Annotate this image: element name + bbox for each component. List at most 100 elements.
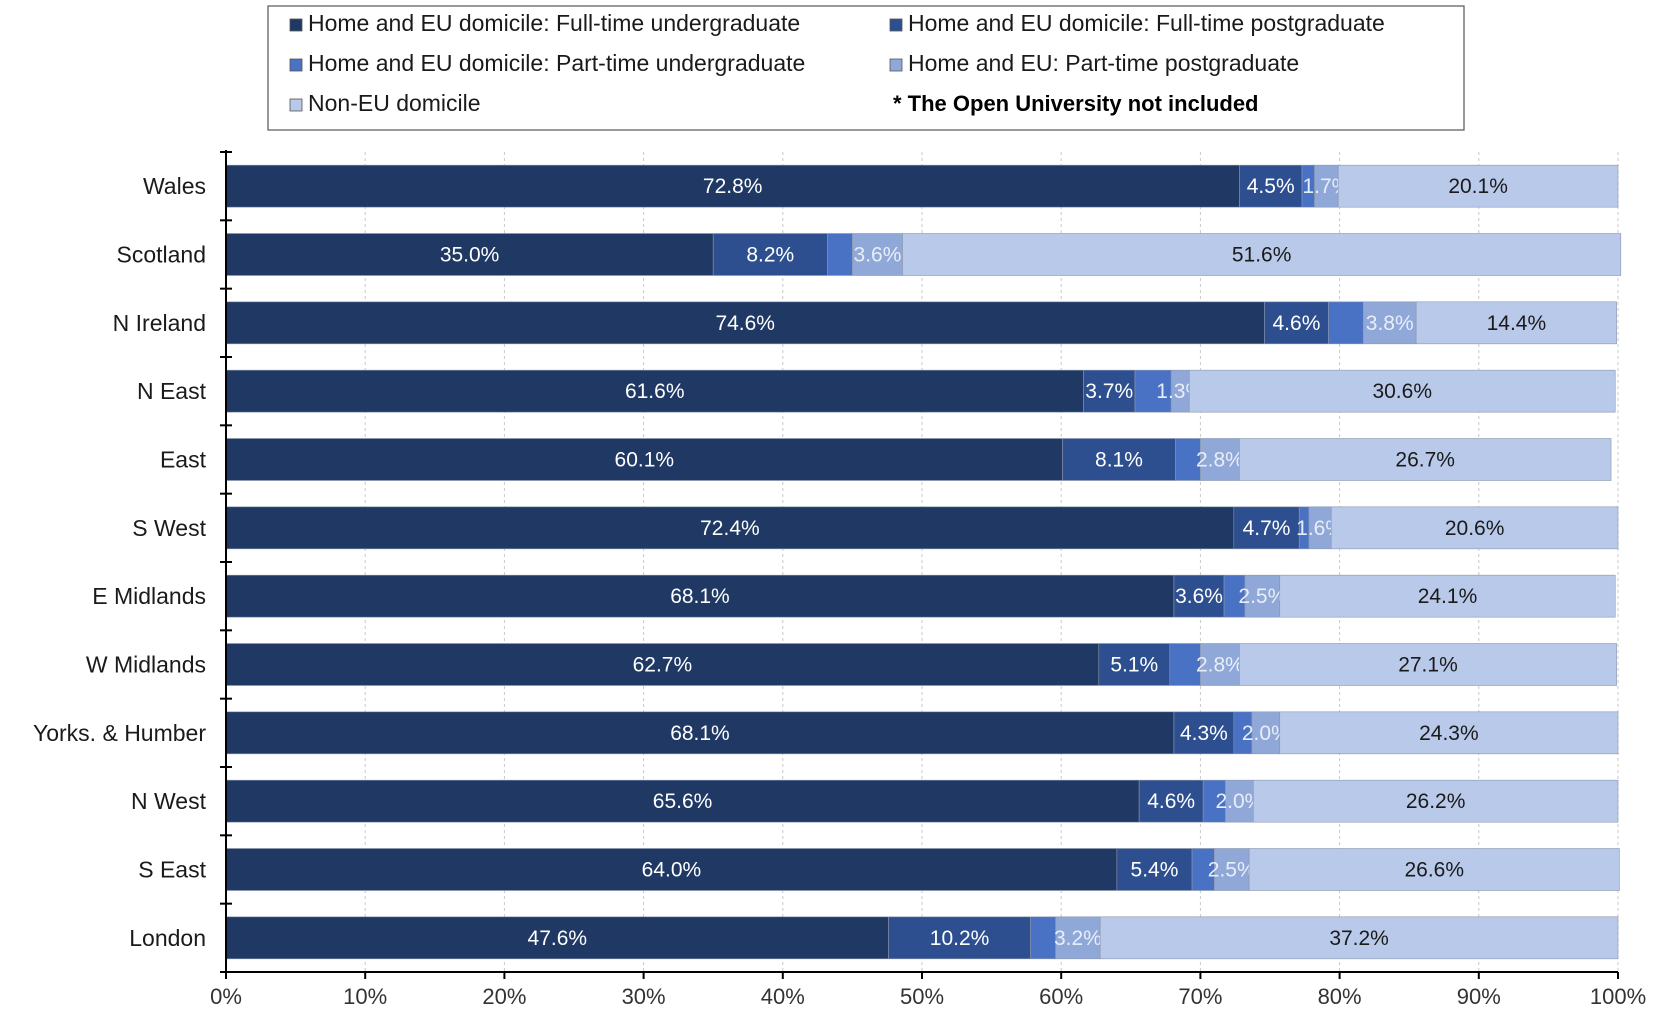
data-label-n-east-series-2: 3.7% [1085, 380, 1133, 403]
data-label-london-series-1: 47.6% [528, 927, 588, 950]
bar-london-series-3 [1030, 916, 1056, 960]
bar-london-series-2 [888, 916, 1031, 960]
legend-label-4: Home and EU: Part-time postgraduate [908, 50, 1299, 76]
data-label-yorks-humber-series-4: 2.0% [1242, 722, 1290, 745]
x-tick-label-40: 40% [761, 984, 805, 1009]
bar-east-series-1 [225, 438, 1063, 481]
grid-lines [364, 152, 1619, 972]
data-label-e-midlands-series-2: 3.6% [1175, 585, 1223, 608]
data-label-scotland-series-2: 8.2% [746, 244, 794, 267]
data-label-wales-series-5: 20.1% [1448, 175, 1508, 198]
legend-label-5: Non-EU domicile [308, 90, 481, 116]
data-label-london-series-2: 10.2% [930, 927, 990, 950]
category-label-w-midlands: W Midlands [86, 652, 206, 678]
bar-n-east-series-3 [1134, 369, 1172, 413]
category-label-s-east: S East [138, 857, 206, 883]
data-label-n-east-series-5: 30.6% [1372, 380, 1432, 403]
data-label-scotland-series-5: 51.6% [1232, 244, 1292, 267]
bar-yorks-humber-series-1 [225, 711, 1175, 755]
bar-n-ireland-series-2 [1264, 301, 1329, 345]
x-tick-label-100: 100% [1590, 984, 1646, 1009]
data-label-s-east-series-5: 26.6% [1404, 859, 1464, 882]
bar-s-east-series-2 [1116, 848, 1193, 891]
legend-swatch-5 [289, 98, 303, 112]
bar-row-yorks-humber: 68.1% 4.3% 2.0% 24.3% [225, 711, 1619, 755]
data-label-east-series-4: 2.8% [1196, 449, 1244, 472]
bar-w-midlands-series-2 [1098, 643, 1171, 686]
data-label-w-midlands-series-4: 2.8% [1196, 654, 1244, 677]
bar-scotland-series-5 [902, 233, 1622, 276]
category-label-scotland: Scotland [116, 242, 206, 268]
legend-box [267, 5, 1465, 131]
bar-row-n-ireland: 74.6% 4.6% 3.8% 14.4% [225, 301, 1617, 345]
x-tick-label-60: 60% [1039, 984, 1083, 1009]
data-label-london-series-4: 3.2% [1054, 927, 1102, 950]
x-tick-label-10: 10% [343, 984, 387, 1009]
data-label-n-west-series-4: 2.0% [1215, 790, 1263, 813]
data-label-n-west-series-5: 26.2% [1406, 790, 1466, 813]
bar-s-west-series-5 [1330, 506, 1619, 550]
bar-london-series-5 [1099, 916, 1619, 960]
bar-east-series-3 [1175, 438, 1201, 481]
bar-scotland-series-2 [712, 233, 828, 276]
bar-e-midlands-series-5 [1279, 574, 1616, 618]
x-tick-label-50: 50% [900, 984, 944, 1009]
bar-n-west-series-2 [1138, 779, 1204, 823]
bar-n-west-series-5 [1252, 779, 1619, 823]
legend-swatch-2 [889, 18, 903, 32]
data-label-east-series-5: 26.7% [1395, 449, 1455, 472]
bar-wales-series-5 [1337, 164, 1619, 208]
data-label-s-west-series-5: 20.6% [1445, 517, 1505, 540]
data-label-n-east-series-1: 61.6% [625, 380, 685, 403]
data-label-n-ireland-series-2: 4.6% [1273, 312, 1321, 335]
category-label-n-ireland: N Ireland [113, 310, 206, 336]
bar-e-midlands-series-4 [1244, 574, 1281, 618]
x-tick-label-90: 90% [1457, 984, 1501, 1009]
x-tick-label-20: 20% [482, 984, 526, 1009]
axes: Wales Scotland N Ireland N East East S West E … [33, 150, 1646, 1009]
x-tick-label-70: 70% [1178, 984, 1222, 1009]
bar-east-series-4 [1200, 438, 1240, 481]
bar-row-london: 47.6% 10.2% 3.2% 37.2% [225, 916, 1619, 960]
x-tick-label-30: 30% [622, 984, 666, 1009]
data-label-n-west-series-1: 65.6% [653, 790, 713, 813]
bar-n-ireland-series-5 [1415, 301, 1617, 345]
data-label-s-west-series-2: 4.7% [1243, 517, 1291, 540]
bar-row-s-east: 64.0% 5.4% 2.5% 26.6% [225, 848, 1620, 891]
data-label-yorks-humber-series-2: 4.3% [1180, 722, 1228, 745]
data-label-east-series-1: 60.1% [615, 449, 675, 472]
data-label-s-east-series-4: 2.5% [1208, 859, 1256, 882]
data-label-e-midlands-series-5: 24.1% [1418, 585, 1478, 608]
bar-row-s-west: 72.4% 4.7% 1.6% 20.6% [225, 506, 1619, 550]
bar-row-n-east: 61.6% 3.7% 1.3% 30.6% [225, 369, 1616, 413]
bar-w-midlands-series-1 [225, 643, 1100, 686]
bar-east-series-2 [1062, 438, 1176, 481]
category-label-east: East [160, 447, 207, 473]
bar-row-e-midlands: 68.1% 3.6% 2.5% 24.1% [225, 574, 1616, 618]
bar-row-n-west: 65.6% 4.6% 2.0% 26.2% [225, 779, 1619, 823]
data-label-scotland-series-4: 3.6% [854, 244, 902, 267]
bar-n-east-series-2 [1083, 369, 1136, 413]
bar-s-east-series-5 [1248, 848, 1620, 891]
bar-yorks-humber-series-2 [1173, 711, 1235, 755]
bar-row-east: 60.1% 8.1% 2.8% 26.7% [225, 438, 1612, 481]
category-label-n-west: N West [131, 788, 207, 814]
bar-scotland-series-1 [225, 233, 714, 276]
category-label-s-west: S West [132, 515, 206, 541]
bar-s-west-series-1 [225, 506, 1235, 550]
data-label-w-midlands-series-1: 62.7% [633, 654, 693, 677]
bar-w-midlands-series-4 [1200, 643, 1240, 686]
category-label-wales: Wales [143, 173, 206, 199]
data-label-n-ireland-series-1: 74.6% [715, 312, 775, 335]
data-label-s-west-series-1: 72.4% [700, 517, 760, 540]
legend: Home and EU domicile: Full-time undergra… [267, 5, 1465, 131]
data-label-n-west-series-2: 4.6% [1147, 790, 1195, 813]
bar-scotland-series-4 [852, 233, 903, 276]
bar-row-scotland: 35.0% 8.2% 3.6% 51.6% [225, 233, 1622, 276]
bar-east-series-5 [1239, 438, 1612, 481]
data-label-london-series-5: 37.2% [1329, 927, 1389, 950]
category-label-yorks-humber: Yorks. & Humber [33, 720, 206, 746]
bars: 72.8% 4.5% 1.7% 20.1%35.0% 8.2% 3.6% 51.6%74.6… [225, 164, 1622, 960]
data-label-n-ireland-series-5: 14.4% [1487, 312, 1547, 335]
